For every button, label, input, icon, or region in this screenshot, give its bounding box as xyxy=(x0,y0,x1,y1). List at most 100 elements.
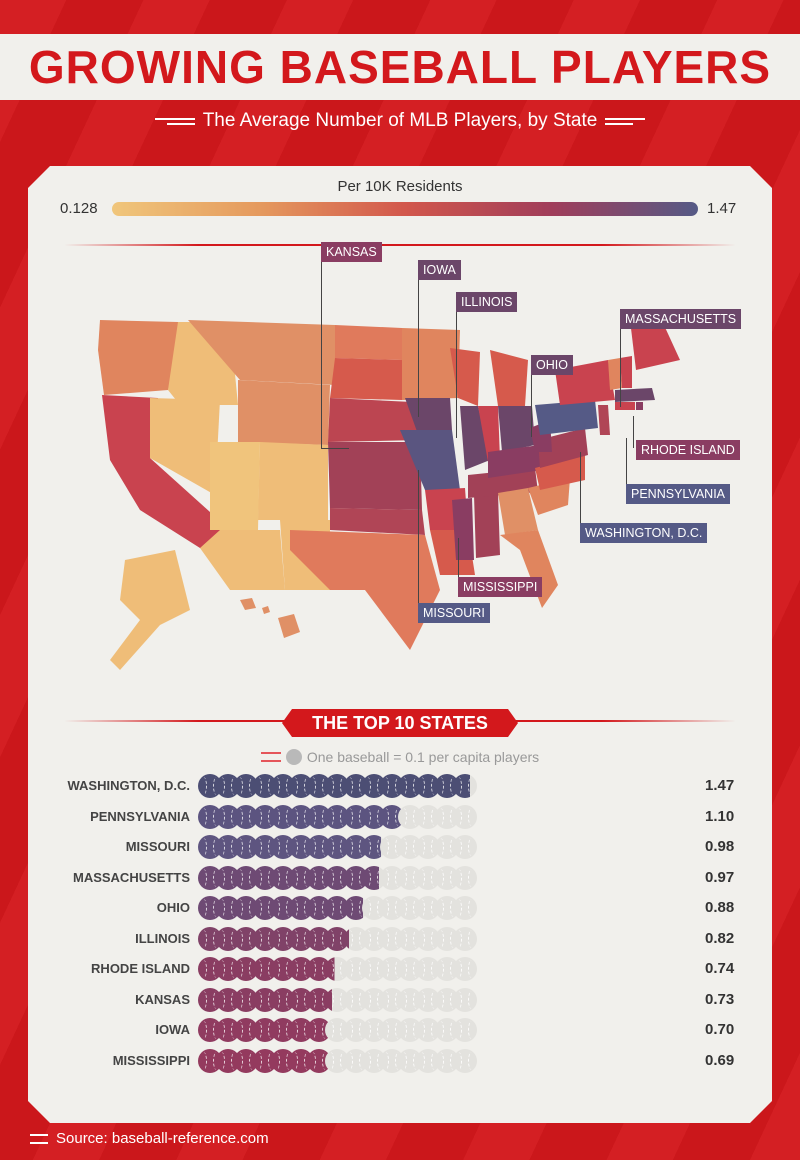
state-washington-oregon xyxy=(98,320,180,395)
state-connecticut xyxy=(615,402,635,410)
state-alabama xyxy=(474,493,500,558)
divider-top xyxy=(64,244,736,246)
state-oklahoma xyxy=(330,508,425,535)
state-montana xyxy=(188,320,335,385)
callout-pennsylvania: PENNSYLVANIA xyxy=(626,484,731,504)
leader-line xyxy=(531,367,532,437)
leader-line xyxy=(580,452,581,534)
title-band xyxy=(0,34,800,100)
callout-washington-dc: WASHINGTON, D.C. xyxy=(580,523,708,543)
leader-line xyxy=(626,438,627,492)
baseball-mark xyxy=(452,865,477,890)
state-wyoming xyxy=(238,380,330,445)
bar-label: IOWA xyxy=(155,1022,190,1037)
dash-left-icon xyxy=(154,117,195,126)
state-south-dakota xyxy=(330,358,402,400)
bar-label: ILLINOIS xyxy=(135,930,190,946)
bar-value-label: 0.82 xyxy=(705,929,735,947)
baseball-mark xyxy=(452,957,477,981)
callout-illinois: ILLINOIS xyxy=(456,292,518,312)
state-pennsylvania xyxy=(535,400,598,435)
state-new-hampshire xyxy=(620,356,632,388)
baseball-mark xyxy=(252,865,277,890)
state-utah xyxy=(210,442,260,530)
legend-max-label: 1.47 xyxy=(707,200,737,217)
key-dash-icon xyxy=(260,752,281,762)
state-texas xyxy=(290,530,440,650)
state-florida xyxy=(500,530,558,608)
bar-value-label: 0.70 xyxy=(705,1021,735,1038)
baseball-mark xyxy=(452,804,477,829)
subtitle: The Average Number of MLB Players, by St… xyxy=(202,110,598,131)
bar-label: RHODE ISLAND xyxy=(91,961,190,976)
baseball-mark xyxy=(252,926,277,951)
key-label: One baseball = 0.1 per capita players xyxy=(306,749,540,765)
callout-rhode-island: RHODE ISLAND xyxy=(636,440,740,460)
leader-line xyxy=(418,470,419,612)
baseball-mark xyxy=(452,774,477,798)
state-kentucky xyxy=(488,445,542,478)
bar-value-label: 0.98 xyxy=(705,838,735,855)
state-illinois xyxy=(460,406,490,470)
baseball-mark xyxy=(452,835,477,859)
bar-label: PENNSYLVANIA xyxy=(90,808,190,824)
state-california xyxy=(102,395,230,550)
legend-title: Per 10K Residents xyxy=(337,178,463,195)
state-colorado xyxy=(258,442,328,520)
state-kansas xyxy=(328,442,422,510)
callout-massachusetts: MASSACHUSETTS xyxy=(620,309,742,329)
top10-banner: THE TOP 10 STATES xyxy=(282,709,518,737)
state-north-dakota xyxy=(335,325,402,360)
leader-line xyxy=(458,538,459,584)
bar-value-label: 1.47 xyxy=(705,777,735,794)
baseball-mark xyxy=(252,987,277,1012)
source-text: Source: baseball-reference.com xyxy=(56,1130,269,1147)
state-missouri xyxy=(400,430,460,490)
dash-right-icon xyxy=(605,117,646,126)
legend-color-scale xyxy=(112,202,698,216)
leader-line xyxy=(633,416,634,448)
state-hawaii xyxy=(240,598,300,638)
baseball-mark xyxy=(452,987,477,1012)
chart-key: One baseball = 0.1 per capita players xyxy=(0,749,800,765)
state-iowa xyxy=(405,398,452,440)
bar-value-label: 0.69 xyxy=(705,1051,735,1069)
footer: Source: baseball-reference.com xyxy=(30,1130,269,1147)
leader-line xyxy=(321,448,349,449)
leader-line xyxy=(620,322,621,407)
callout-iowa: IOWA xyxy=(418,260,461,280)
state-nevada xyxy=(150,398,220,495)
state-nebraska xyxy=(328,398,420,442)
bar-label: MISSOURI xyxy=(125,839,190,854)
bar-label: MASSACHUSETTS xyxy=(72,869,190,885)
state-wisconsin xyxy=(450,348,480,406)
bar-label: OHIO xyxy=(156,900,190,915)
state-new-jersey xyxy=(598,405,610,435)
state-michigan xyxy=(490,350,528,406)
bar-value-label: 0.73 xyxy=(705,990,735,1008)
us-map xyxy=(98,312,680,670)
baseball-mark xyxy=(343,804,368,829)
state-north-carolina xyxy=(535,455,585,490)
baseball-mark xyxy=(452,1048,477,1073)
state-massachusetts xyxy=(615,388,655,402)
state-rhode-island xyxy=(636,402,643,410)
bar-label: WASHINGTON, D.C. xyxy=(67,778,190,793)
state-arizona xyxy=(200,530,285,590)
baseball-icon xyxy=(285,749,302,765)
state-georgia xyxy=(498,488,538,535)
callout-missouri: MISSOURI xyxy=(418,603,490,623)
callout-kansas: KANSAS xyxy=(321,242,382,262)
state-mississippi xyxy=(452,498,474,560)
leader-line xyxy=(456,298,457,438)
state-ohio xyxy=(498,406,535,452)
bar-label: KANSAS xyxy=(135,991,190,1007)
state-alaska xyxy=(110,550,190,670)
source-dash-icon xyxy=(30,1133,48,1144)
baseball-mark xyxy=(452,896,477,920)
state-indiana xyxy=(478,406,500,462)
state-vermont xyxy=(608,358,622,390)
leader-line xyxy=(418,275,419,417)
legend-min-label: 0.128 xyxy=(60,200,98,217)
state-minnesota xyxy=(402,328,460,400)
